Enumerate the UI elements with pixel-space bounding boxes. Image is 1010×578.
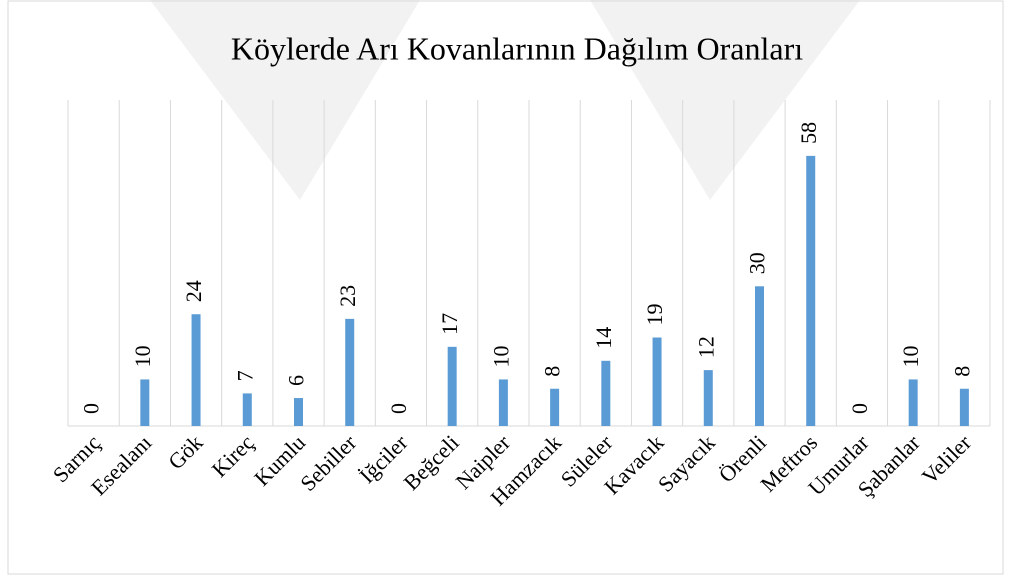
bar <box>140 379 150 426</box>
data-label: 10 <box>130 345 155 367</box>
bar <box>908 379 918 426</box>
bar <box>550 388 560 426</box>
data-label: 10 <box>898 345 923 367</box>
data-label: 23 <box>335 285 360 307</box>
data-label: 0 <box>847 403 872 414</box>
x-tick-label: Sebiller <box>295 429 362 496</box>
x-tick-label: Veliler <box>917 429 977 489</box>
bar <box>755 286 764 426</box>
data-label: 0 <box>386 403 411 414</box>
data-label: 7 <box>232 370 257 381</box>
chart-title: Köylerde Arı Kovanlarının Dağılım Oranla… <box>231 30 803 66</box>
watermark <box>590 0 860 200</box>
x-tick-label: Gök <box>163 430 207 474</box>
data-label: 10 <box>488 345 513 367</box>
data-label: 14 <box>591 327 616 349</box>
bar <box>498 379 508 426</box>
data-label: 17 <box>437 313 462 335</box>
bar <box>806 155 816 426</box>
data-label: 19 <box>642 304 667 326</box>
data-label: 24 <box>181 280 206 302</box>
data-label: 58 <box>796 122 821 144</box>
bar <box>601 360 611 426</box>
chart-border <box>7 0 1004 575</box>
bar <box>652 337 662 426</box>
data-label: 8 <box>949 366 974 377</box>
data-label: 0 <box>79 403 104 414</box>
x-tick-label: Sayacık <box>653 430 720 497</box>
data-label: 12 <box>693 336 718 358</box>
data-label: 30 <box>745 252 770 274</box>
data-label: 8 <box>540 366 565 377</box>
bar <box>703 370 713 426</box>
bar <box>294 398 303 426</box>
bar <box>191 314 201 426</box>
bar <box>959 388 969 426</box>
watermark <box>150 0 420 200</box>
bar <box>242 393 252 426</box>
bar <box>447 346 457 426</box>
data-label: 6 <box>284 375 309 386</box>
bar <box>345 318 355 426</box>
x-tick-label: Beğceli <box>399 430 464 495</box>
